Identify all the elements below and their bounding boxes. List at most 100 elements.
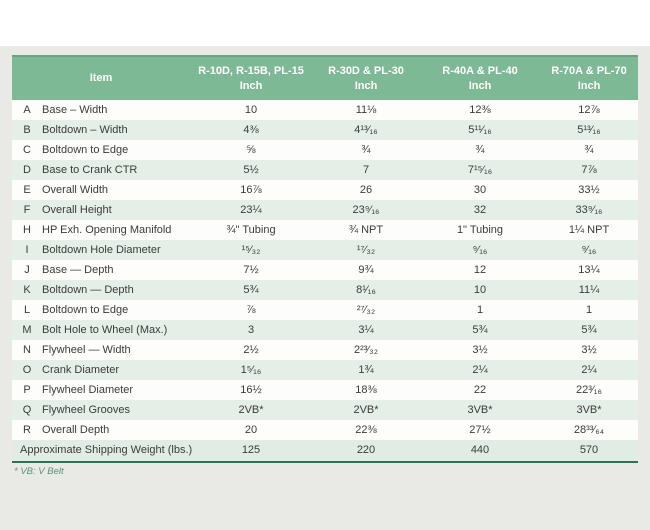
header-col-r10d: R-10D, R-15B, PL-15 Inch xyxy=(190,57,312,100)
row-value: 12⅜ xyxy=(469,104,491,116)
row-value: 12⅞ xyxy=(578,104,600,116)
row-letter: E xyxy=(23,184,31,196)
row-value: 2²³⁄₃₂ xyxy=(353,344,379,356)
row-value: 9¾ xyxy=(358,264,374,276)
row-value: 10 xyxy=(473,284,487,296)
row-value: 1 xyxy=(476,304,484,316)
table-row: O Crank Diameter 1⁵⁄₁₆ 1¾ 2¼ 2¼ xyxy=(12,360,638,380)
header-col-models: R-10D, R-15B, PL-15 xyxy=(198,65,304,77)
row-value: 32 xyxy=(473,204,487,216)
row-item-label: Boltdown to Edge xyxy=(42,304,129,316)
row-value: 1⁵⁄₁₆ xyxy=(240,364,262,376)
row-item-label: Boltdown Hole Diameter xyxy=(42,244,161,256)
row-value: 2VB* xyxy=(238,404,264,416)
row-value: 5¾ xyxy=(472,324,488,336)
row-value: 3VB* xyxy=(576,404,602,416)
shipping-weight-value: 440 xyxy=(470,444,490,456)
pump-spec-table: Item R-10D, R-15B, PL-15 Inch R-30D & PL… xyxy=(12,55,638,463)
row-value: 7¹⁵⁄₁₆ xyxy=(467,164,493,176)
row-value: 13¼ xyxy=(578,264,600,276)
row-value: ⅞ xyxy=(246,304,256,316)
row-letter: O xyxy=(22,364,32,376)
row-value: 5¹³⁄₁₆ xyxy=(577,124,601,136)
header-col-models: R-70A & PL-70 xyxy=(551,65,627,77)
row-item-label: Flywheel Grooves xyxy=(42,404,131,416)
row-value: 2VB* xyxy=(353,404,379,416)
row-value: ¾" Tubing xyxy=(226,224,276,236)
row-value: 33⁹⁄₁₆ xyxy=(575,204,603,216)
row-letter: B xyxy=(23,124,31,136)
row-value: 1¼ NPT xyxy=(568,224,610,236)
row-value: 33½ xyxy=(578,184,600,196)
row-value: 23¼ xyxy=(240,204,262,216)
row-value: 5¾ xyxy=(581,324,597,336)
row-value: 26 xyxy=(359,184,373,196)
row-value: 2½ xyxy=(243,344,259,356)
row-value: ¾ NPT xyxy=(348,224,384,236)
table-row: N Flywheel — Width 2½ 2²³⁄₃₂ 3½ 3½ xyxy=(12,340,638,360)
row-value: 3 xyxy=(247,324,255,336)
header-col-r30d: R-30D & PL-30 Inch xyxy=(312,57,420,100)
row-value: 30 xyxy=(473,184,487,196)
table-row: B Boltdown – Width 4⅜ 4¹³⁄₁₆ 5¹¹⁄₁₆ 5¹³⁄… xyxy=(12,120,638,140)
row-item-label: Overall Height xyxy=(42,204,112,216)
table-row: E Overall Width 16⅞ 26 30 33½ xyxy=(12,180,638,200)
shipping-weight-label: Approximate Shipping Weight (lbs.) xyxy=(20,444,193,456)
row-value: ²⁷⁄₃₂ xyxy=(356,304,376,316)
header-col-unit: Inch xyxy=(468,80,492,92)
header-col-unit: Inch xyxy=(239,80,263,92)
row-value: 2¼ xyxy=(581,364,597,376)
row-letter: A xyxy=(23,104,31,116)
row-letter: N xyxy=(23,344,31,356)
row-value: 28³³⁄₆₄ xyxy=(573,424,605,436)
row-value: 20 xyxy=(244,424,258,436)
row-item-label: Boltdown to Edge xyxy=(42,144,129,156)
row-letter: F xyxy=(23,204,31,216)
row-item-label: Bolt Hole to Wheel (Max.) xyxy=(42,324,168,336)
row-value: ⁹⁄₁₆ xyxy=(472,244,488,256)
row-value: 4⅜ xyxy=(243,124,259,136)
table-header-row: Item R-10D, R-15B, PL-15 Inch R-30D & PL… xyxy=(12,55,638,100)
table-row: Q Flywheel Grooves 2VB* 2VB* 3VB* 3VB* xyxy=(12,400,638,420)
row-item-label: Base – Width xyxy=(42,104,108,116)
row-value: 5½ xyxy=(243,164,259,176)
header-col-unit: Inch xyxy=(354,80,378,92)
row-letter: D xyxy=(23,164,31,176)
row-value: 1" Tubing xyxy=(456,224,504,236)
row-value: 1¾ xyxy=(358,364,374,376)
row-value: 7½ xyxy=(243,264,259,276)
row-value: 22³⁄₁₆ xyxy=(576,384,602,396)
row-value: 2¼ xyxy=(472,364,488,376)
row-value: 4¹³⁄₁₆ xyxy=(354,124,378,136)
row-value: 11¼ xyxy=(578,284,600,296)
table-row: M Bolt Hole to Wheel (Max.) 3 3¼ 5¾ 5¾ xyxy=(12,320,638,340)
row-value: 12 xyxy=(473,264,487,276)
row-item-label: Flywheel — Width xyxy=(42,344,131,356)
row-value: ⁹⁄₁₆ xyxy=(581,244,597,256)
row-value: ¾ xyxy=(475,144,485,156)
row-value: ⅝ xyxy=(246,144,256,156)
header-col-r70a: R-70A & PL-70 Inch xyxy=(540,57,638,100)
row-letter: M xyxy=(22,324,32,336)
row-letter: K xyxy=(23,284,31,296)
row-letter: J xyxy=(24,264,30,276)
table-row: P Flywheel Diameter 16½ 18⅜ 22 22³⁄₁₆ xyxy=(12,380,638,400)
row-item-label: Flywheel Diameter xyxy=(42,384,134,396)
row-value: 8¹⁄₁₆ xyxy=(356,284,376,296)
row-letter: Q xyxy=(22,404,32,416)
row-item-label: Crank Diameter xyxy=(42,364,120,376)
table-row: J Base — Depth 7½ 9¾ 12 13¼ xyxy=(12,260,638,280)
shipping-weight-value: 125 xyxy=(241,444,261,456)
row-item-label: Base to Crank CTR xyxy=(42,164,138,176)
row-value: 18⅜ xyxy=(355,384,377,396)
row-value: 22⅜ xyxy=(355,424,377,436)
table-row: F Overall Height 23¼ 23⁹⁄₁₆ 32 33⁹⁄₁₆ xyxy=(12,200,638,220)
row-value: 5¹¹⁄₁₆ xyxy=(468,124,492,136)
table-row: I Boltdown Hole Diameter ¹⁵⁄₃₂ ¹⁷⁄₃₂ ⁹⁄₁… xyxy=(12,240,638,260)
row-value: ¾ xyxy=(361,144,371,156)
table-row: C Boltdown to Edge ⅝ ¾ ¾ ¾ xyxy=(12,140,638,160)
row-value: 5¾ xyxy=(243,284,259,296)
row-letter: R xyxy=(23,424,31,436)
header-item: Item xyxy=(89,72,113,84)
row-value: 3¼ xyxy=(358,324,374,336)
